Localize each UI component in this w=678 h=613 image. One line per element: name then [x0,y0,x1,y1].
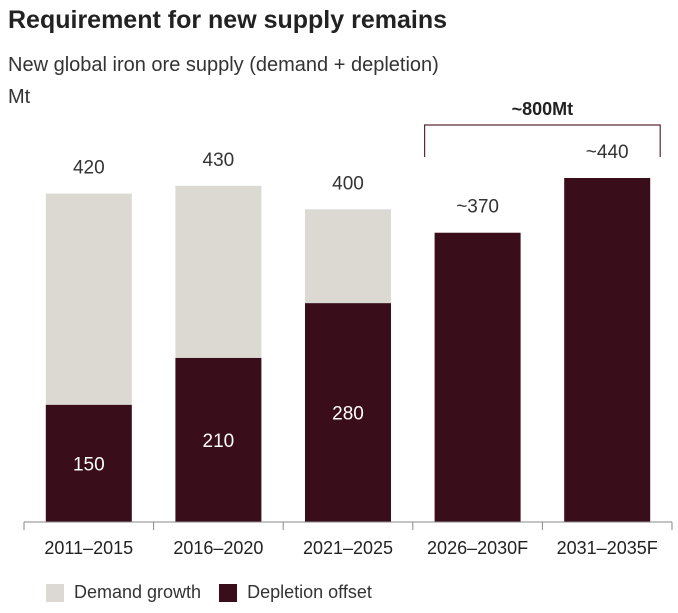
total-value-label-0: 420 [73,158,105,179]
total-value-label-2: 400 [332,173,364,194]
legend-swatch-depletion [219,583,238,602]
legend-label-demand: Demand growth [74,582,202,602]
bar-demand-2 [305,209,391,304]
annotation-bracket [424,124,661,157]
legend-item-depletion: Depletion offset [219,582,372,603]
x-tick-label-3: 2026–2030F [427,538,528,558]
bar-depletion-2 [305,303,391,522]
bar-depletion-3 [434,232,521,522]
chart-title: Requirement for new supply remains [8,6,447,34]
bar-depletion-4 [564,178,651,522]
legend-item-demand: Demand growth [46,582,201,603]
depletion-value-label-0: 150 [73,454,105,475]
x-tick-label-1: 2016–2020 [173,538,263,558]
annotation-label: ~800Mt [512,99,574,119]
bar-depletion-1 [175,357,262,522]
total-value-label-3: ~370 [456,197,499,218]
x-tick-label-4: 2031–2035F [557,538,658,558]
x-tick-label-2: 2021–2025 [303,538,393,558]
bar-demand-1 [175,185,262,358]
bar-depletion-0 [45,404,132,522]
chart-subtitle: New global iron ore supply (demand + dep… [8,54,439,76]
bar-chart: 150 420 2011–2015 210 430 2016–2020 280 400 2021… [23,99,673,558]
total-value-label-4: ~440 [586,142,629,163]
total-value-label-1: 430 [203,150,235,171]
legend-swatch-demand [46,583,64,602]
legend-label-depletion: Depletion offset [247,582,372,602]
bar-demand-0 [45,193,132,405]
x-tick-label-0: 2011–2015 [44,538,133,558]
depletion-value-label-1: 210 [203,431,235,452]
depletion-value-label-2: 280 [332,404,364,425]
legend: Demand growth Depletion offset [46,582,390,603]
unit-label: Mt [8,86,31,108]
